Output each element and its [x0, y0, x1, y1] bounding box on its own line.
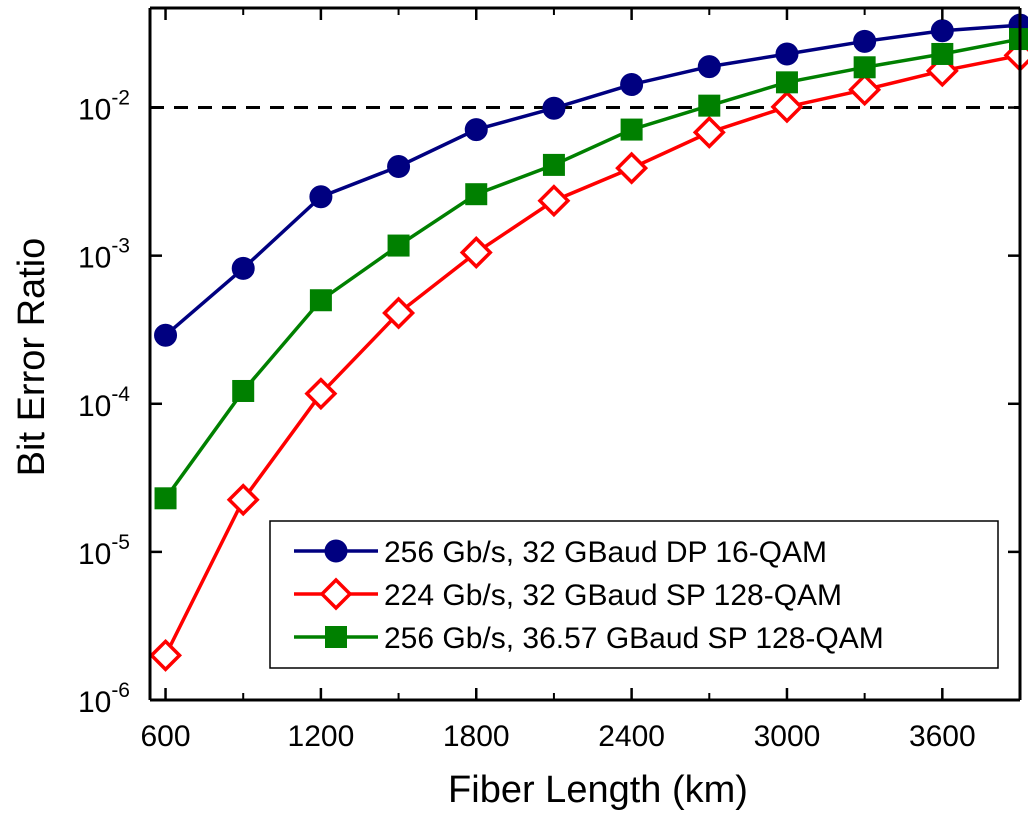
series-2-point-9: [770, 90, 804, 124]
series-2-point-7: [615, 151, 649, 185]
series-1-point-1: [154, 323, 178, 347]
x-axis-label: Fiber Length (km): [448, 769, 748, 811]
series-1-point-5: [464, 118, 488, 142]
legend-label-1: 256 Gb/s, 32 GBaud DP 16-QAM: [384, 536, 827, 569]
axis-layer: 600 1200 1800 2400 3000 3600 10-6 10-5 10-4 10-3 1…: [78, 8, 1021, 753]
series-3-point-8: [698, 94, 721, 117]
y-axis-label: Bit Error Ratio: [11, 238, 53, 477]
x-tick-label-3: 1800: [443, 720, 510, 753]
series-2-point-4: [382, 296, 416, 330]
series-3-point-11: [931, 42, 954, 65]
series-lines-layer: [150, 23, 1021, 657]
y-tick-label-2: 10-5: [78, 531, 130, 571]
legend-marker-2: [319, 577, 353, 611]
plot-frame-layer: [148, 6, 1022, 702]
legend-marker-1: [324, 539, 348, 563]
series-1-point-10: [853, 29, 877, 53]
series-1-point-2: [231, 256, 255, 280]
series-3-point-10: [853, 56, 876, 79]
series-2-point-10: [848, 73, 882, 107]
series-1-point-3: [309, 185, 333, 209]
series-markers-layer: [149, 13, 1028, 672]
series-2-point-1: [149, 638, 183, 672]
series-3-point-4: [387, 234, 410, 257]
y-tick-label-5: 10-2: [78, 87, 130, 127]
series-3-point-7: [620, 118, 643, 141]
legend-marker-3: [325, 626, 347, 648]
x-tick-label-4: 2400: [598, 720, 665, 753]
legend-label-3: 256 Gb/s, 36.57 GBaud SP 128-QAM: [384, 622, 884, 655]
series-1-point-11: [930, 19, 954, 43]
series-1-point-7: [620, 73, 644, 97]
y-tick-label-3: 10-4: [78, 383, 130, 423]
series-2-point-2: [226, 483, 260, 517]
legend: 256 Gb/s, 32 GBaud DP 16-QAM 224 Gb/s, 32…: [269, 520, 999, 669]
series-2-point-5: [459, 236, 493, 269]
y-tick-label-1: 10-6: [78, 679, 130, 719]
series-3-point-2: [232, 379, 255, 402]
y-tick-label-4: 10-3: [78, 235, 130, 275]
x-tick-label-5: 3000: [754, 720, 821, 753]
series-3-point-5: [465, 183, 488, 206]
legend-label-2: 224 Gb/s, 32 GBaud SP 128-QAM: [384, 579, 842, 612]
legend-box: [269, 520, 999, 669]
series-1-point-6: [542, 96, 566, 120]
x-tick-label-2: 1200: [288, 720, 355, 753]
series-3-point-3: [309, 289, 332, 312]
series-1-point-4: [387, 154, 411, 178]
series-1-point-9: [775, 42, 799, 66]
series-3-point-9: [775, 71, 798, 94]
series-2-point-3: [304, 377, 338, 411]
x-tick-label-6: 3600: [909, 720, 976, 753]
series-3-point-6: [542, 153, 565, 176]
series-1-point-8: [697, 55, 721, 79]
x-tick-label-1: 600: [141, 720, 191, 753]
series-2-point-8: [692, 115, 726, 149]
series-1-line: [164, 23, 1021, 337]
series-2-point-6: [537, 184, 571, 218]
series-2-point-11: [925, 54, 959, 88]
series-3-line: [164, 37, 1021, 500]
series-3-point-1: [154, 487, 177, 510]
